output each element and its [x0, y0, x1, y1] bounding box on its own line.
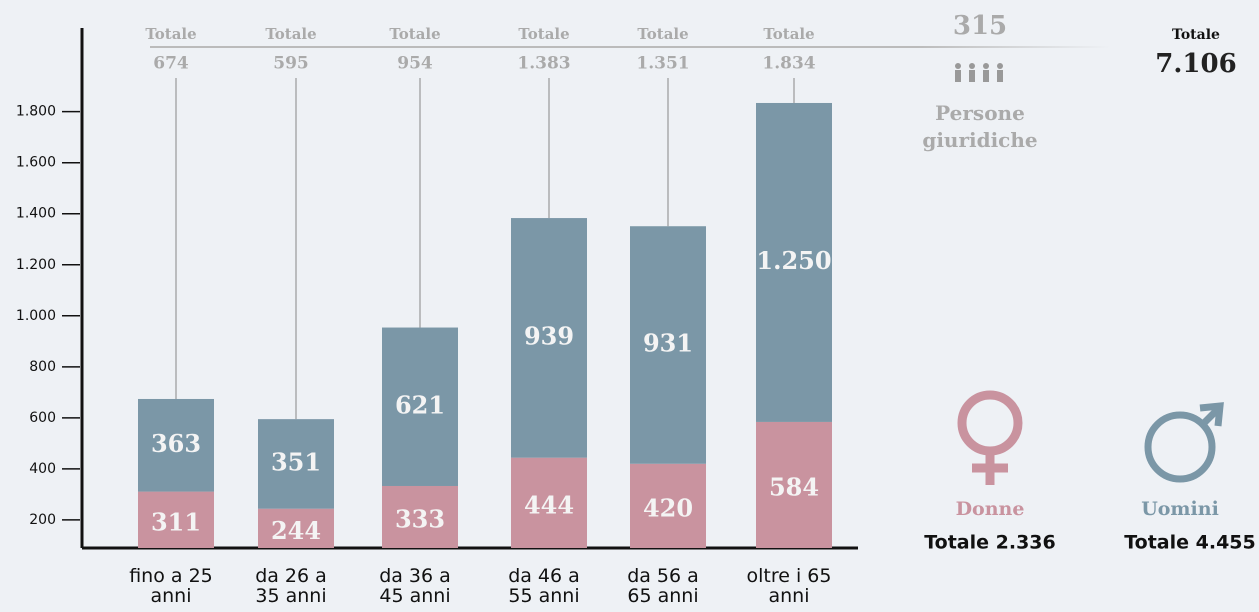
total-heading: Totale [763, 25, 814, 43]
total-label: 1.834 [762, 54, 815, 74]
segment-label: 363 [151, 429, 201, 458]
bar-segment [511, 457, 587, 548]
total-rule [150, 46, 1110, 48]
segment-label: 420 [643, 493, 693, 522]
grand-total: 7.106 [1155, 49, 1236, 79]
legend-label: Donne [956, 498, 1025, 520]
bar-segment [258, 508, 334, 548]
segment-label: 244 [271, 516, 321, 545]
legend-total: Totale 4.455 [1124, 532, 1256, 554]
mars-icon [1144, 402, 1224, 483]
segment-label: 311 [151, 507, 201, 536]
bar-segment [138, 398, 214, 492]
total-heading: Totale [637, 25, 688, 43]
y-tick-label: 1.600 [16, 155, 56, 171]
bar-segment [756, 421, 832, 548]
grand-total-heading: Totale [1172, 27, 1220, 43]
y-tick-label: 1.200 [16, 257, 56, 273]
y-tick-label: 800 [29, 359, 56, 375]
legal-persons-label: Persone giuridiche [922, 101, 1038, 152]
total-heading: Totale [265, 25, 316, 43]
y-tick-label: 1.400 [16, 206, 56, 222]
segment-label: 931 [643, 329, 693, 358]
x-tick-label: da 56 a 65 anni [627, 565, 699, 607]
segment-label: 444 [524, 490, 574, 519]
venus-icon [957, 390, 1023, 485]
legend-total: Totale 2.336 [924, 532, 1056, 554]
total-heading: Totale [145, 25, 196, 43]
total-label: 595 [273, 54, 309, 74]
segment-label: 1.250 [756, 246, 831, 275]
bar-segment [258, 419, 334, 509]
bar-segment [756, 102, 832, 422]
y-tick-label: 600 [29, 410, 56, 426]
bar-segment [630, 463, 706, 548]
legend-label: Uomini [1141, 498, 1219, 520]
y-tick-label: 200 [29, 512, 56, 528]
y-tick-label: 1.000 [16, 308, 56, 324]
y-tick-label: 400 [29, 461, 56, 477]
legal-persons-count: 315 [953, 11, 1007, 41]
x-tick-label: da 46 a 55 anni [508, 565, 580, 607]
bar-segment [138, 491, 214, 548]
bar-segment [382, 485, 458, 548]
bar-segment [630, 226, 706, 464]
total-label: 1.351 [636, 54, 689, 74]
x-tick-label: da 26 a 35 anni [255, 565, 327, 607]
segment-label: 333 [395, 504, 445, 533]
segment-label: 584 [769, 472, 819, 501]
x-tick-label: fino a 25 anni [129, 565, 213, 607]
bar-segment [382, 327, 458, 486]
y-tick-label: 1.800 [16, 104, 56, 120]
total-label: 674 [153, 54, 189, 74]
x-tick-label: da 36 a 45 anni [379, 565, 451, 607]
segment-label: 939 [524, 321, 574, 350]
total-label: 1.383 [517, 54, 570, 74]
x-tick-label: oltre i 65 anni [746, 565, 832, 607]
people-icon [955, 63, 1003, 82]
segment-label: 351 [271, 447, 321, 476]
bar-segment [511, 218, 587, 458]
total-heading: Totale [518, 25, 569, 43]
total-label: 954 [397, 54, 433, 74]
segment-label: 621 [395, 390, 445, 419]
total-heading: Totale [389, 25, 440, 43]
